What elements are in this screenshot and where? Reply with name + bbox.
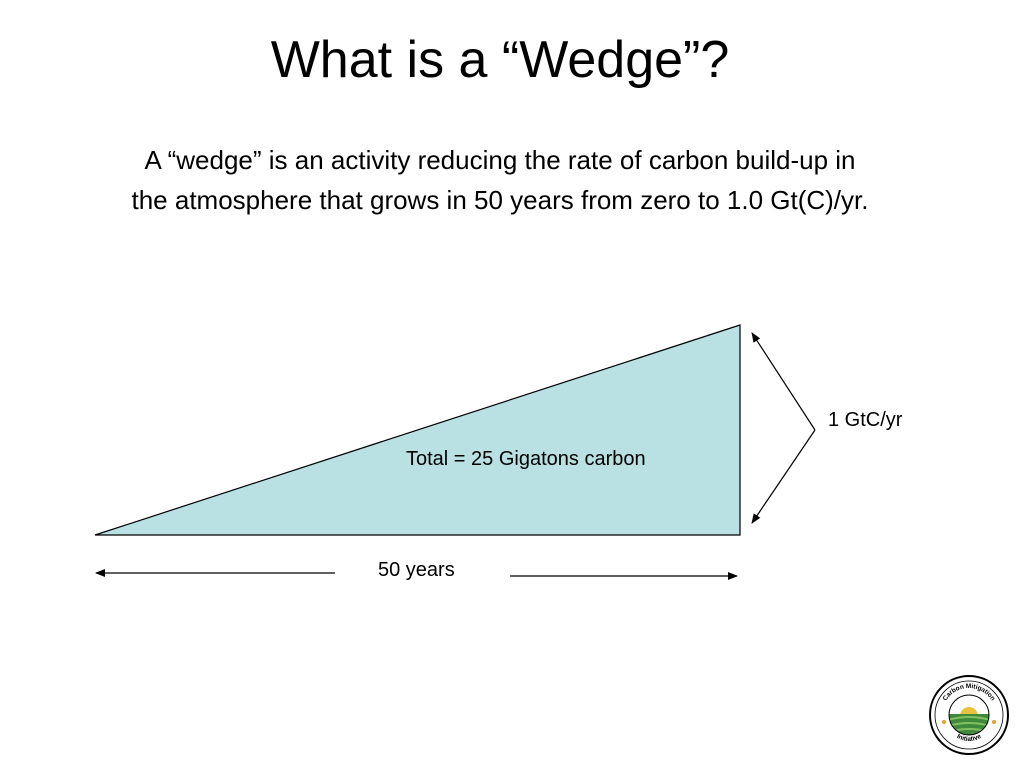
slide-body-text: A “wedge” is an activity reducing the ra… [0, 140, 1000, 220]
slide-title: What is a “Wedge”? [270, 31, 730, 89]
svg-text:Initiative: Initiative [955, 733, 982, 743]
total-label: Total = 25 Gigatons carbon [406, 448, 646, 470]
carbon-mitigation-initiative-logo: Carbon Mitigation Initiative [929, 675, 1009, 755]
height-label: 1 GtC/yr [828, 409, 903, 431]
body-line-2: the atmosphere that grows in 50 years fr… [131, 185, 869, 215]
wedge-triangle [94, 324, 741, 536]
height-arrow-upper [751, 332, 816, 431]
logo-bottom-text: Initiative [955, 733, 982, 743]
width-label: 50 years [378, 559, 455, 581]
height-arrow-lower [751, 429, 816, 524]
body-line-1: A “wedge” is an activity reducing the ra… [144, 145, 856, 175]
